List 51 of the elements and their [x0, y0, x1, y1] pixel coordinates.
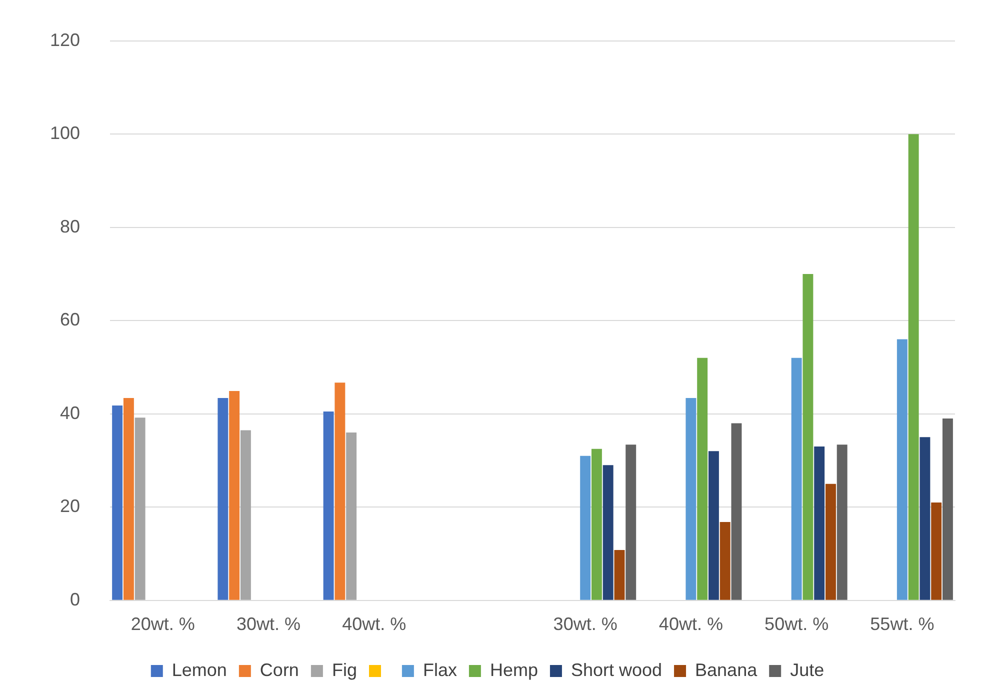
y-tick-label: 60 — [60, 310, 80, 330]
legend-label: Short wood — [570, 660, 662, 680]
x-tick-label: 30wt. % — [236, 614, 300, 634]
bar — [942, 418, 953, 600]
legend-label: Fig — [332, 660, 357, 680]
bar — [931, 502, 942, 600]
x-tick-label: 20wt. % — [130, 614, 195, 634]
y-tick-label: 120 — [50, 30, 80, 50]
bar — [229, 391, 240, 600]
y-tick-label: 20 — [60, 496, 80, 516]
y-tick-label: 100 — [50, 123, 80, 144]
x-tick-label: 40wt. % — [342, 614, 406, 634]
bar — [920, 437, 930, 600]
bar — [346, 432, 357, 600]
x-tick-label: 55wt. % — [870, 614, 934, 634]
bar — [908, 134, 919, 600]
bar — [123, 398, 134, 600]
y-tick-label: 40 — [60, 402, 80, 423]
bar — [825, 484, 836, 600]
bar — [112, 405, 123, 600]
legend-label: Flax — [422, 660, 457, 680]
bar — [791, 358, 802, 600]
x-tick-label: 50wt. % — [764, 614, 829, 634]
bar — [731, 423, 742, 600]
x-tick-label: 40wt. % — [658, 614, 723, 634]
legend-label: Hemp — [490, 660, 538, 680]
bar — [896, 339, 908, 600]
bar — [240, 430, 251, 600]
bar — [614, 550, 625, 600]
bar — [218, 398, 228, 600]
legend-label: Lemon — [172, 660, 227, 680]
bar — [626, 444, 636, 600]
legend-label: Jute — [790, 660, 824, 680]
bar — [836, 444, 848, 600]
bar — [814, 446, 825, 600]
bar — [591, 448, 602, 600]
bar — [686, 398, 696, 600]
bar — [720, 522, 730, 600]
y-tick-label: 80 — [60, 216, 80, 236]
bar — [323, 412, 334, 600]
bar — [134, 418, 146, 600]
bar — [697, 358, 708, 600]
bar — [708, 451, 719, 600]
legend-label: Corn — [260, 660, 299, 680]
x-tick-label: 30wt. % — [553, 614, 618, 634]
legend-label: Banana — [695, 660, 758, 680]
bar — [334, 382, 346, 600]
y-tick-label: 0 — [70, 589, 80, 610]
bar — [602, 465, 614, 600]
bar — [802, 274, 814, 600]
bar — [580, 456, 591, 600]
